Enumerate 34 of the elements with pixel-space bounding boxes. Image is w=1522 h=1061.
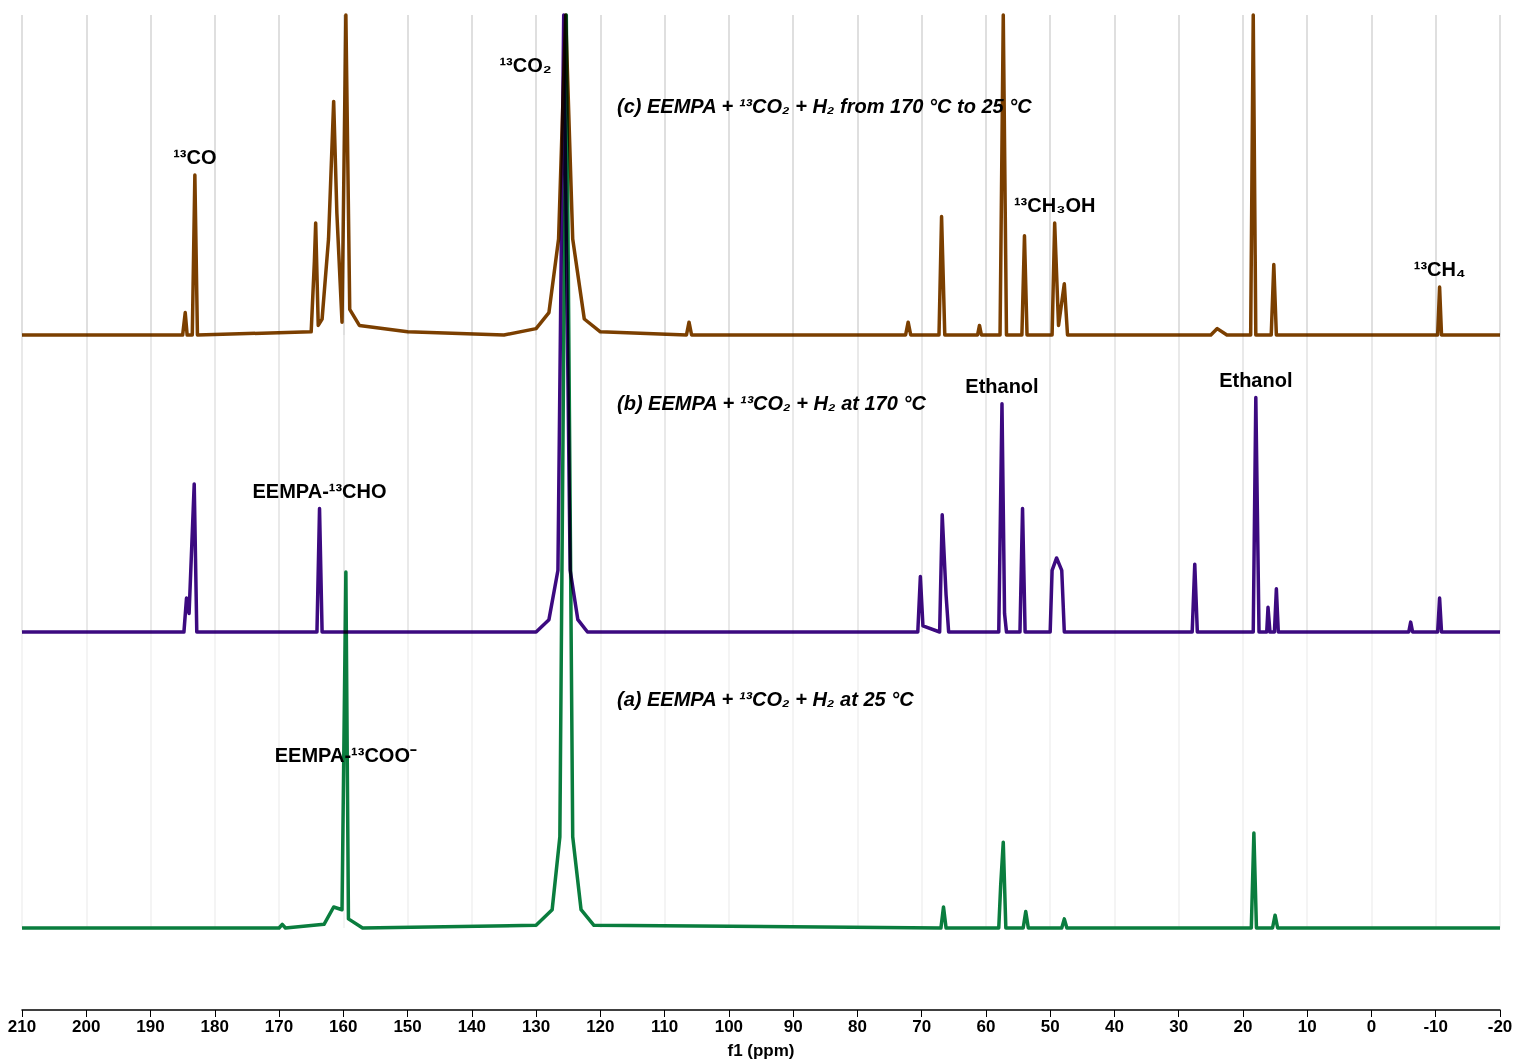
x-tick-label: 170 — [264, 1017, 294, 1036]
x-tick-label: 140 — [457, 1017, 487, 1036]
annotation: ¹³CO₂ — [499, 54, 552, 76]
annotation: ¹³CH₃OH — [1013, 194, 1096, 216]
annotation: ¹³CH₄ — [1413, 258, 1466, 280]
text: (b) EEMPA + ¹³CO₂ + H₂ at 170 °C — [617, 392, 927, 414]
x-axis-title: f1 (ppm) — [727, 1041, 795, 1060]
x-tick-label: 130 — [521, 1017, 551, 1036]
x-tick-label: 40 — [1104, 1017, 1124, 1036]
x-tick-label: 30 — [1169, 1017, 1189, 1036]
x-tick-label: 210 — [7, 1017, 37, 1036]
x-tick-label: 190 — [136, 1017, 165, 1036]
x-tick-label: 180 — [200, 1017, 229, 1036]
x-tick-label: 20 — [1233, 1017, 1253, 1036]
text: (a) EEMPA + ¹³CO₂ + H₂ at 25 °C — [617, 688, 915, 710]
x-tick-label: 60 — [976, 1017, 996, 1036]
x-tick-label: -10 — [1423, 1017, 1449, 1036]
x-tick-label: 70 — [912, 1017, 932, 1036]
x-tick-label: -20 — [1487, 1017, 1513, 1036]
x-tick-label: 10 — [1297, 1017, 1317, 1036]
x-tick-label: 120 — [586, 1017, 615, 1036]
x-tick-label: 50 — [1040, 1017, 1060, 1036]
x-tick-label: 100 — [714, 1017, 744, 1036]
x-tick-label: 150 — [393, 1017, 422, 1036]
annotation: EEMPA-¹³CHO — [252, 479, 387, 502]
x-tick-label: 80 — [847, 1017, 867, 1036]
annotation: Ethanol — [965, 374, 1039, 397]
x-tick-label: 90 — [783, 1017, 803, 1036]
x-tick-label: 0 — [1366, 1017, 1377, 1036]
x-tick-label: 160 — [329, 1017, 358, 1036]
x-tick-label: 200 — [72, 1017, 101, 1036]
x-tick-label: 110 — [650, 1017, 679, 1036]
annotation: ¹³CO — [173, 146, 217, 168]
annotation: Ethanol — [1219, 368, 1293, 391]
